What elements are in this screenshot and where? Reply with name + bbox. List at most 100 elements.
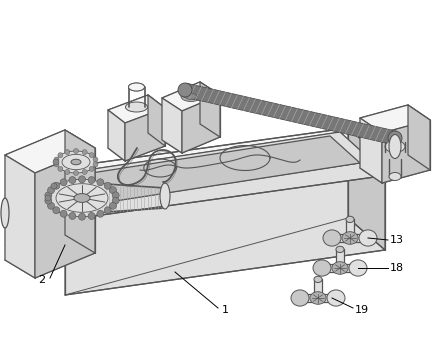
Ellipse shape (53, 182, 60, 189)
Ellipse shape (62, 154, 90, 170)
Ellipse shape (128, 83, 144, 91)
Ellipse shape (69, 176, 76, 184)
Ellipse shape (336, 246, 344, 252)
Polygon shape (315, 279, 322, 294)
Text: 19: 19 (355, 305, 369, 315)
Ellipse shape (109, 187, 117, 194)
Ellipse shape (58, 153, 63, 158)
Polygon shape (80, 158, 382, 218)
Ellipse shape (104, 207, 111, 214)
Ellipse shape (342, 232, 358, 244)
Polygon shape (346, 219, 354, 234)
Polygon shape (182, 95, 220, 153)
Text: 1: 1 (222, 305, 229, 315)
Ellipse shape (389, 135, 401, 159)
Ellipse shape (56, 151, 96, 173)
Polygon shape (336, 249, 344, 265)
Ellipse shape (128, 83, 144, 91)
Polygon shape (35, 148, 95, 278)
Polygon shape (5, 155, 35, 278)
Ellipse shape (54, 162, 59, 167)
Polygon shape (45, 128, 382, 200)
Ellipse shape (82, 150, 87, 154)
Text: 13: 13 (390, 235, 404, 245)
Polygon shape (108, 110, 125, 161)
Ellipse shape (185, 94, 197, 99)
Ellipse shape (314, 276, 322, 282)
Ellipse shape (388, 131, 402, 145)
Ellipse shape (65, 150, 70, 154)
Ellipse shape (291, 290, 309, 306)
Ellipse shape (93, 162, 98, 167)
Ellipse shape (58, 166, 63, 171)
Polygon shape (72, 136, 360, 203)
Polygon shape (348, 133, 385, 250)
Ellipse shape (323, 230, 341, 246)
Polygon shape (300, 294, 336, 302)
Ellipse shape (71, 159, 81, 165)
Polygon shape (382, 120, 430, 183)
Ellipse shape (1, 198, 9, 228)
Polygon shape (408, 105, 430, 170)
Ellipse shape (93, 157, 98, 162)
Ellipse shape (54, 157, 59, 162)
Polygon shape (360, 105, 430, 133)
Ellipse shape (47, 187, 54, 194)
Polygon shape (125, 108, 165, 161)
Ellipse shape (60, 210, 67, 217)
Ellipse shape (97, 210, 104, 217)
Ellipse shape (89, 166, 94, 171)
Polygon shape (360, 118, 382, 183)
Ellipse shape (82, 169, 87, 174)
Polygon shape (148, 95, 165, 146)
Polygon shape (183, 83, 396, 145)
Ellipse shape (45, 197, 52, 204)
Ellipse shape (389, 172, 401, 181)
Ellipse shape (327, 290, 345, 306)
Polygon shape (332, 234, 368, 241)
Ellipse shape (88, 213, 95, 219)
Ellipse shape (97, 179, 104, 186)
Polygon shape (162, 82, 220, 111)
Ellipse shape (78, 176, 85, 183)
Polygon shape (322, 265, 358, 272)
Ellipse shape (53, 159, 59, 165)
Ellipse shape (56, 184, 108, 212)
Ellipse shape (89, 153, 94, 158)
Ellipse shape (349, 260, 367, 276)
Ellipse shape (346, 216, 354, 223)
Text: 18: 18 (390, 263, 404, 273)
Ellipse shape (45, 195, 51, 201)
Ellipse shape (74, 149, 78, 153)
Ellipse shape (181, 92, 201, 101)
Ellipse shape (47, 202, 54, 209)
Ellipse shape (78, 213, 85, 220)
Ellipse shape (74, 171, 78, 175)
Ellipse shape (112, 197, 119, 204)
Ellipse shape (313, 260, 331, 276)
Polygon shape (348, 128, 382, 176)
Polygon shape (200, 82, 220, 137)
Ellipse shape (160, 183, 170, 209)
Ellipse shape (88, 176, 95, 184)
Polygon shape (60, 132, 372, 203)
Ellipse shape (332, 262, 348, 274)
Polygon shape (5, 130, 95, 173)
Polygon shape (162, 98, 182, 153)
Ellipse shape (125, 102, 148, 112)
Ellipse shape (385, 140, 405, 152)
Ellipse shape (45, 192, 52, 199)
Ellipse shape (51, 183, 57, 189)
Ellipse shape (109, 202, 117, 209)
Ellipse shape (69, 213, 76, 219)
Ellipse shape (112, 192, 119, 199)
Ellipse shape (74, 194, 90, 202)
Ellipse shape (104, 182, 111, 189)
Ellipse shape (178, 83, 192, 97)
Polygon shape (65, 165, 385, 295)
Ellipse shape (47, 179, 117, 217)
Polygon shape (108, 95, 165, 123)
Ellipse shape (310, 292, 326, 304)
Polygon shape (28, 133, 385, 210)
Text: 2: 2 (39, 275, 46, 285)
